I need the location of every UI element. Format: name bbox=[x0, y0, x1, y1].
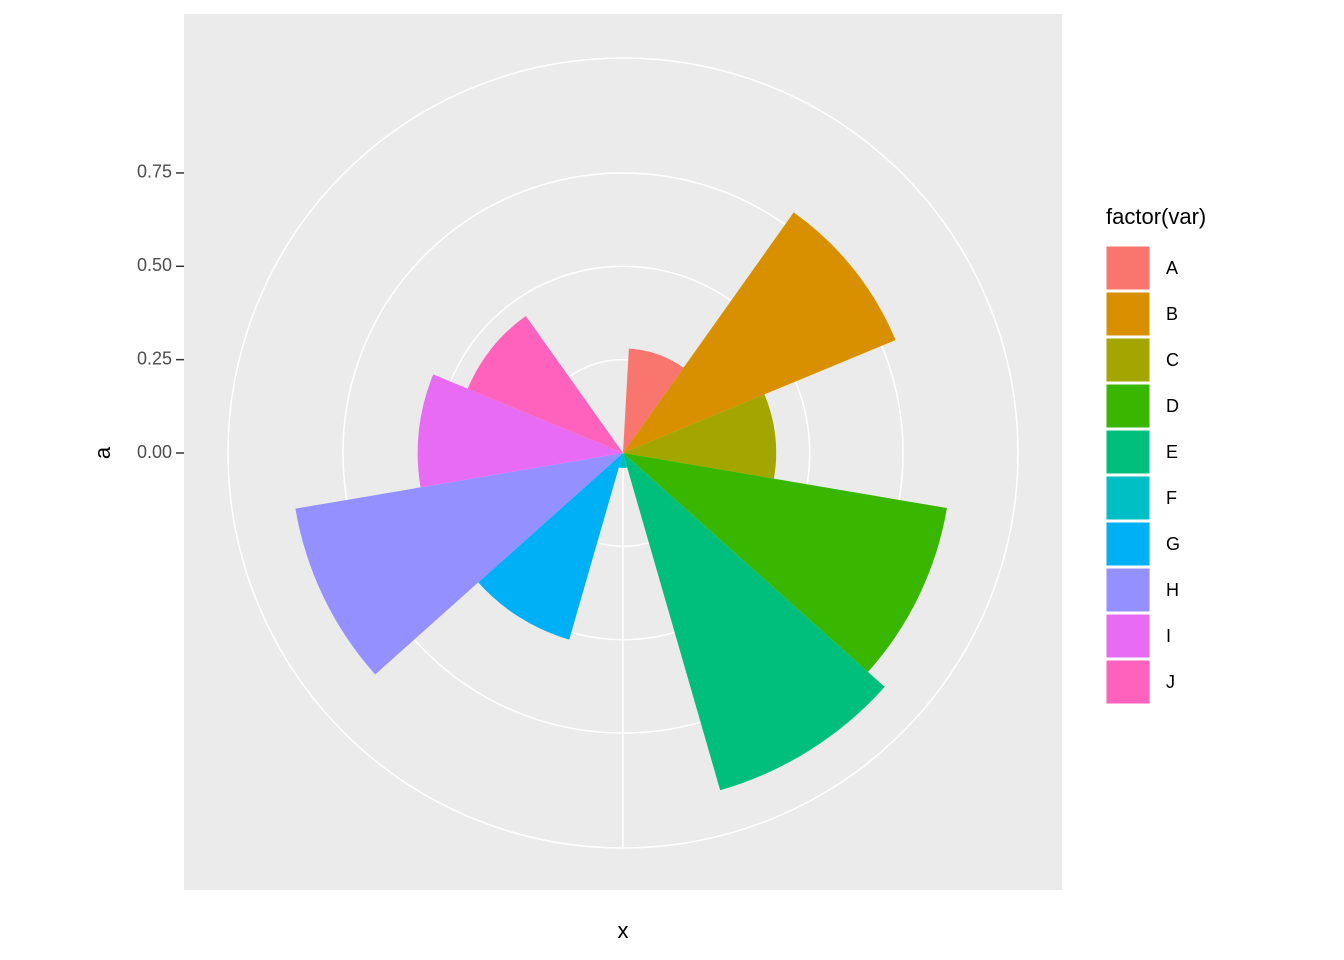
y-tick-label: 0.50 bbox=[137, 255, 172, 275]
legend-key bbox=[1105, 659, 1151, 705]
legend-key bbox=[1105, 291, 1151, 337]
bar bbox=[623, 453, 947, 672]
legend-title: factor(var) bbox=[1106, 204, 1206, 229]
y-axis-label: a bbox=[90, 446, 115, 459]
y-tick-label: 0.25 bbox=[137, 348, 172, 368]
legend-label: D bbox=[1166, 396, 1179, 416]
bar bbox=[295, 453, 623, 675]
legend-label: E bbox=[1166, 442, 1178, 462]
legend-label: J bbox=[1166, 672, 1175, 692]
bar bbox=[478, 453, 623, 640]
legend-key bbox=[1105, 245, 1151, 291]
legend-label: H bbox=[1166, 580, 1179, 600]
legend-label: G bbox=[1166, 534, 1180, 554]
bar bbox=[623, 212, 896, 453]
legend-label: I bbox=[1166, 626, 1171, 646]
y-tick-label: 0.00 bbox=[137, 442, 172, 462]
bar bbox=[623, 453, 885, 791]
legend-key bbox=[1105, 337, 1151, 383]
legend-key bbox=[1105, 613, 1151, 659]
grid-circle bbox=[342, 172, 904, 734]
bar bbox=[618, 453, 628, 468]
legend-key bbox=[1105, 521, 1151, 567]
bar bbox=[623, 394, 777, 479]
legend-key bbox=[1105, 383, 1151, 429]
bars bbox=[295, 212, 947, 791]
legend-label: F bbox=[1166, 488, 1177, 508]
legend-label: C bbox=[1166, 350, 1179, 370]
bar bbox=[467, 315, 623, 453]
legend-key bbox=[1105, 475, 1151, 521]
bar bbox=[623, 348, 684, 453]
legend-key bbox=[1105, 567, 1151, 613]
bar bbox=[417, 374, 623, 488]
x-axis-label: x bbox=[618, 918, 629, 943]
y-tick-label: 0.75 bbox=[137, 162, 172, 182]
legend-label: B bbox=[1166, 304, 1178, 324]
legend-key bbox=[1105, 429, 1151, 475]
legend-label: A bbox=[1166, 258, 1178, 278]
